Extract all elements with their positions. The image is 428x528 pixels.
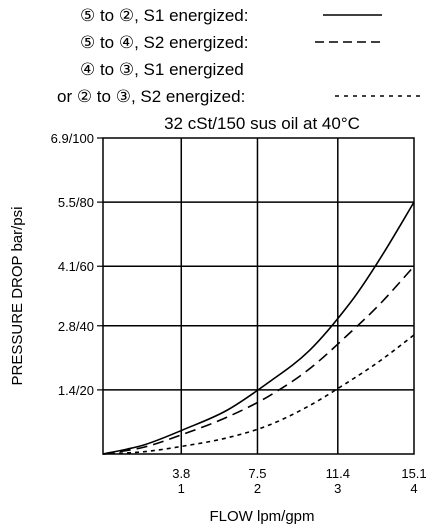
series-layer <box>102 201 415 455</box>
legend-entry-text: ⑤ to ②, S1 energized: <box>80 6 248 25</box>
plot-frame <box>102 137 415 455</box>
x-tick-label-gpm: 1 <box>178 481 185 496</box>
x-tick-label-gpm: 2 <box>254 481 261 496</box>
series-line-dashed <box>102 265 415 455</box>
y-tick-label: 1.4/20 <box>58 383 94 398</box>
x-tick-label-gpm: 3 <box>334 481 341 496</box>
x-tick-labels: 3.81 7.52 11.43 15.14 <box>172 466 426 496</box>
y-tick-labels: 1.4/20 2.8/40 4.1/60 5.5/80 6.9/100 <box>51 131 103 398</box>
series-line-dotted <box>102 334 415 455</box>
grid-lines <box>103 138 414 454</box>
legend-entry-text: or ② to ③, S2 energized: <box>57 87 245 106</box>
y-tick-label: 5.5/80 <box>58 195 94 210</box>
y-tick-label: 4.1/60 <box>58 259 94 274</box>
y-axis-label: PRESSURE DROP bar/psi <box>9 207 26 386</box>
legend-entry-text: ⑤ to ④, S2 energized: <box>80 33 248 52</box>
x-tick-label-lpm: 7.5 <box>248 466 266 481</box>
chart-legend: ⑤ to ②, S1 energized: ⑤ to ④, S2 energiz… <box>57 6 420 106</box>
legend-entry-text: ④ to ③, S1 energized <box>80 60 244 79</box>
series-line-solid <box>102 201 415 455</box>
y-tick-label: 2.8/40 <box>58 319 94 334</box>
x-tick-label-gpm: 4 <box>410 481 417 496</box>
x-tick-label-lpm: 15.1 <box>401 466 426 481</box>
chart-subtitle: 32 cSt/150 sus oil at 40°C <box>164 114 360 133</box>
x-tick-label-lpm: 11.4 <box>326 466 350 481</box>
x-tick-label-lpm: 3.8 <box>172 466 190 481</box>
y-tick-label: 6.9/100 <box>51 131 94 146</box>
x-axis-label: FLOW lpm/gpm <box>209 508 314 525</box>
